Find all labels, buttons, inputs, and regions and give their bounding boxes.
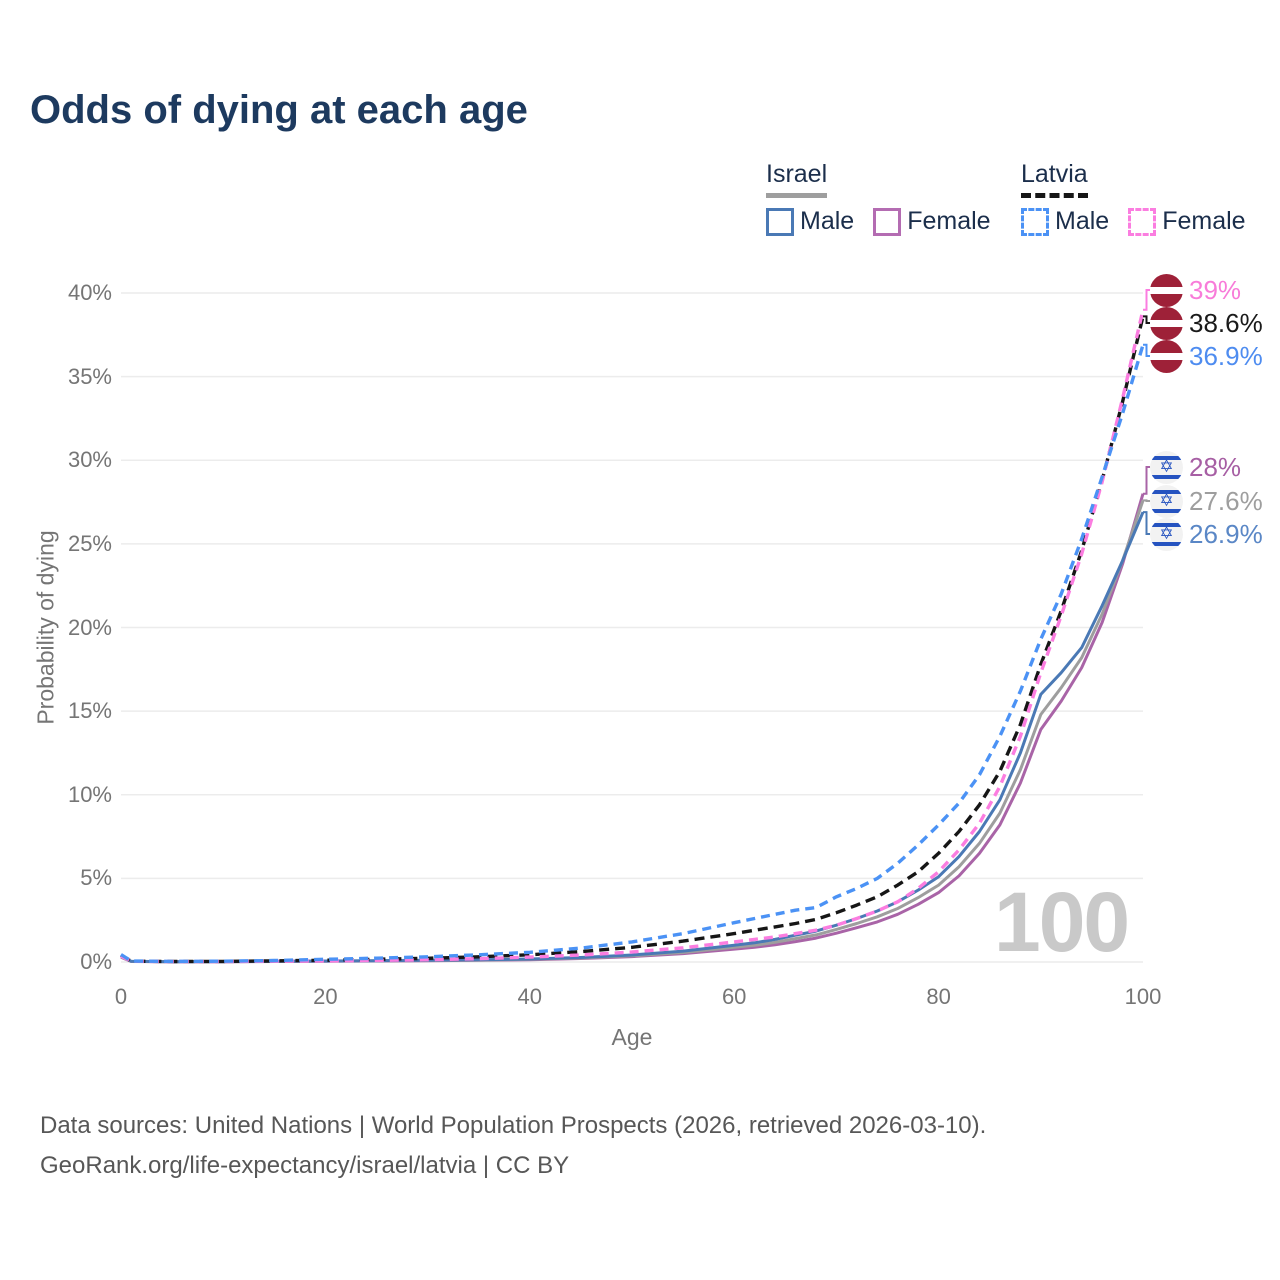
end-label-connector [1143, 466, 1150, 495]
watermark-age-100: 100 [994, 875, 1130, 969]
footer-data-sources: Data sources: United Nations | World Pop… [40, 1112, 987, 1139]
israel-flag-icon: ✡ [1150, 517, 1183, 551]
y-axis-tick-label: 15% [67, 698, 112, 724]
legend-group-latvia: Latvia Male Female [1021, 160, 1265, 236]
x-axis-tick-label: 0 [114, 984, 128, 1009]
end-label-value: 39% [1189, 274, 1242, 305]
latvia-flag-icon [1150, 339, 1183, 373]
series-line-latvia-female [120, 309, 1145, 964]
x-axis-tick-label: 80 [926, 984, 951, 1009]
legend-group-israel: Israel Male Female [766, 160, 1010, 236]
end-label-connector [1143, 511, 1150, 535]
y-axis-tick-label: 20% [67, 614, 112, 640]
end-label-connector [1143, 499, 1150, 502]
end-label-latvia-male: 36.9% [1150, 339, 1263, 373]
footer: Data sources: United Nations | World Pop… [40, 1106, 986, 1186]
x-axis-title: Age [611, 1024, 653, 1050]
star-of-david-icon: ✡ [1159, 456, 1174, 477]
end-label-connector [1143, 289, 1150, 311]
x-axis-tick-label: 40 [517, 984, 543, 1009]
x-axis-tick-label: 100 [1124, 984, 1162, 1009]
legend-label-israel-female: Female [907, 207, 991, 235]
legend-label-latvia-male: Male [1055, 207, 1110, 235]
end-label-latvia-total: 38.6% [1150, 306, 1263, 340]
legend-swatch-latvia-female-icon [1128, 207, 1157, 236]
end-label-israel-male: ✡ 26.9% [1150, 517, 1263, 551]
israel-flag-icon: ✡ [1150, 450, 1183, 484]
end-label-value: 36.9% [1189, 340, 1263, 371]
latvia-flag-icon [1150, 306, 1183, 340]
y-axis-tick-label: 0% [80, 949, 112, 974]
footer-attribution: GeoRank.org/life-expectancy/israel/latvi… [40, 1152, 570, 1179]
end-label-connector [1143, 343, 1150, 357]
x-axis-tick-label: 20 [313, 984, 338, 1009]
star-of-david-icon: ✡ [1159, 523, 1174, 544]
page-title: Odds of dying at each age [30, 88, 528, 132]
series-line-israel-female [120, 493, 1145, 964]
end-label-israel-female: ✡ 28% [1150, 450, 1242, 484]
legend-row-israel: Male Female [766, 207, 1010, 236]
end-label-israel-total: ✡ 27.6% [1150, 484, 1263, 518]
end-label-value: 27.6% [1189, 485, 1263, 516]
series-line-latvia-male [120, 344, 1145, 964]
legend-label-latvia-female: Female [1162, 207, 1246, 235]
y-axis-tick-label: 35% [67, 363, 112, 389]
end-label-value: 38.6% [1189, 307, 1263, 338]
legend-swatch-israel-female-icon [873, 207, 902, 236]
series-line-israel-total [120, 499, 1145, 964]
legend-country-israel: Israel [766, 160, 828, 198]
israel-flag-icon: ✡ [1150, 484, 1183, 518]
legend-row-latvia: Male Female [1021, 207, 1265, 236]
series-line-latvia-total [120, 316, 1145, 964]
legend-swatch-latvia-male-icon [1021, 207, 1049, 236]
legend-swatch-israel-male-icon [766, 207, 794, 236]
x-axis-tick-label: 60 [721, 984, 747, 1009]
end-label-value: 26.9% [1189, 518, 1263, 549]
series-line-israel-male [120, 511, 1145, 964]
y-axis-tick-label: 25% [67, 530, 112, 556]
y-axis-tick-label: 10% [67, 781, 112, 807]
end-label-connector [1143, 315, 1150, 324]
end-label-latvia-female: 39% [1150, 273, 1242, 307]
latvia-flag-icon [1150, 273, 1183, 307]
y-axis-tick-label: 30% [67, 447, 112, 473]
legend-country-latvia: Latvia [1021, 160, 1088, 198]
y-axis-tick-label: 40% [67, 280, 112, 305]
star-of-david-icon: ✡ [1159, 490, 1174, 511]
y-axis-tick-label: 5% [80, 865, 112, 891]
end-label-value: 28% [1189, 451, 1242, 482]
legend-label-israel-male: Male [800, 207, 855, 235]
